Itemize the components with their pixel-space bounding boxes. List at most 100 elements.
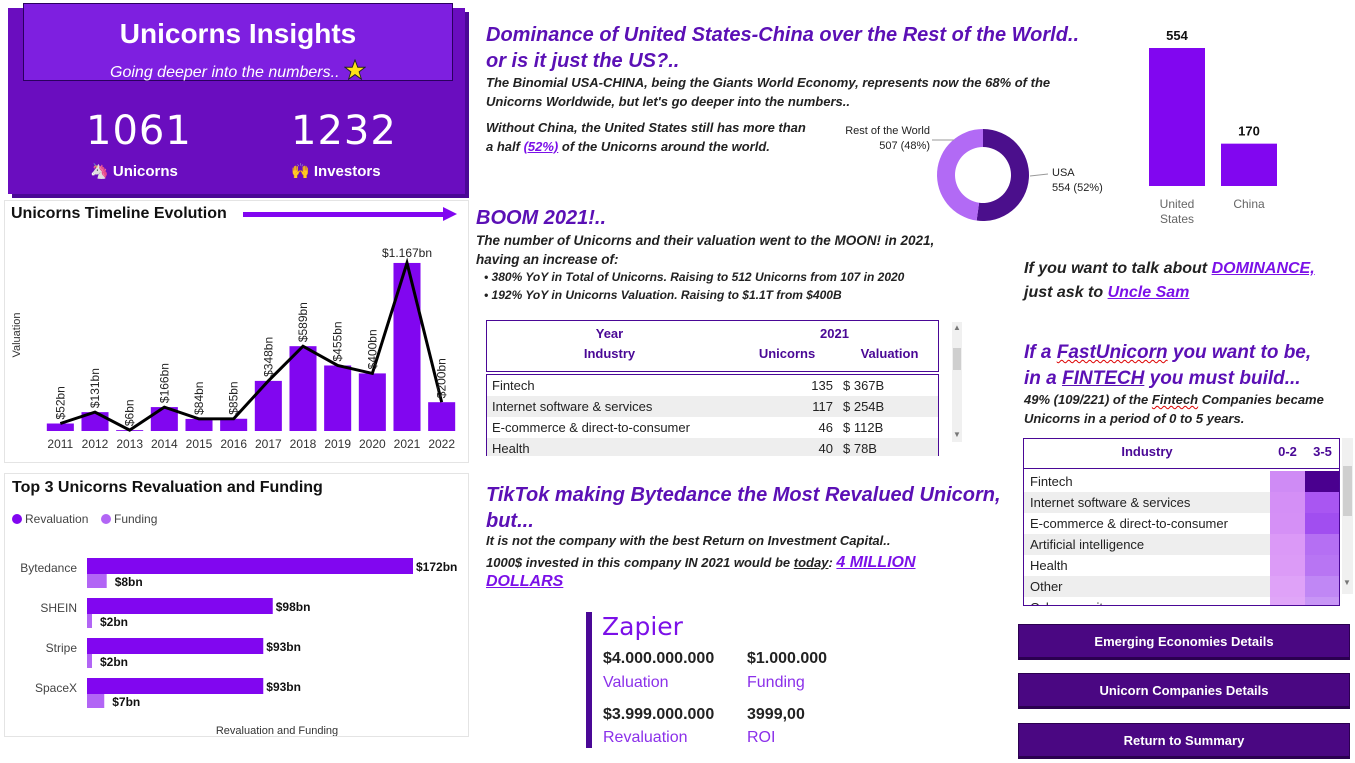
slice-rest-of-world [937,129,983,221]
boom-para: The number of Unicorns and their valuati… [476,233,935,267]
bar-china [1221,143,1277,186]
x-tick-label: 2017 [255,437,282,451]
table-row[interactable]: Fintech [1024,471,1339,492]
scrollbar-thumb[interactable] [953,348,961,370]
dominance-link[interactable]: DOMINANCE, [1211,260,1315,277]
table-row[interactable]: Internet software & services 117 $ 254B [487,396,938,417]
fast-unicorn-word: FastUnicorn [1056,342,1168,363]
data-label: 554 [1166,28,1188,43]
top3-panel: Top 3 Unicorns Revaluation and Funding R… [4,473,469,737]
uncle-sam-link[interactable]: Uncle Sam [1107,284,1190,301]
table-row[interactable]: Artificial intelligence [1024,534,1339,555]
bar-2016 [220,418,248,431]
uncle-sam-text: If you want to talk about DOMINANCE, jus… [1024,257,1354,305]
data-label: $348bn [261,337,275,377]
zapier-roi-value: 3999,00 [747,706,805,723]
chevron-down-icon[interactable]: ▼ [953,430,961,439]
fintech-word: FINTECH [1062,368,1145,389]
us-china-chart: 554 170 United States China [1149,28,1277,226]
return-summary-button[interactable]: Return to Summary [1018,723,1350,757]
data-label: $7bn [112,695,140,709]
bar-revaluation [87,598,273,614]
bar-2020 [358,373,386,431]
table-row[interactable]: Other [1024,576,1339,597]
dominance-heading: Dominance of United States-China over th… [486,24,1080,72]
x-tick-label: 2018 [290,437,317,451]
chevron-up-icon[interactable]: ▲ [953,323,961,332]
data-label: $400bn [365,329,379,369]
table-row[interactable]: Fintech 135 $ 367B [487,375,938,396]
zapier-accent-bar [586,612,592,748]
investors-label-group: 🙌 Investors [291,162,381,180]
investors-label: Investors [313,163,381,180]
data-label: $85bn [227,381,241,414]
bar-funding [87,614,92,628]
unicorn-companies-button[interactable]: Unicorn Companies Details [1018,673,1350,707]
valuation-line [59,257,444,432]
zapier-valuation-label: Valuation [603,674,669,691]
uncle-sam-line2: just ask to [1024,284,1108,301]
header-valuation: Valuation [860,346,919,361]
fintech-word-para: Fintech [1151,392,1199,407]
slice-label-name: Rest of the World [845,125,930,137]
zapier-funding-value: $1.000.000 [747,650,828,667]
page-title: Unicorns Insights [119,18,357,49]
heat-cell-3-5 [1305,576,1339,597]
donut-chart: Rest of the World 507 (48%) USA 554 (52%) [845,125,1103,221]
data-label: $200bn [435,358,449,398]
unicorns-label-group: 🦄 Unicorns [90,162,178,180]
table-row[interactable]: Internet software & services [1024,492,1339,513]
data-label: $2bn [100,655,128,669]
fintech-h2-c: you must build... [1144,368,1301,389]
page-subtitle: Going deeper into the numbers.. [24,58,452,86]
cell-industry: Artificial intelligence [1030,537,1145,552]
fintech-h2-a: in a [1024,368,1063,389]
zapier-valuation-value: $4.000.000.000 [603,650,715,667]
zapier-funding-label: Funding [747,674,805,691]
fintech-matrix: Industry 0-2 3-5 Fintech Internet softwar… [1023,438,1340,606]
fintech-matrix-header: Industry 0-2 3-5 [1024,439,1339,469]
cell-industry: E-commerce & direct-to-consumer [492,420,690,435]
matrix-header-3-5: 3-5 [1313,444,1332,459]
tiktok-colon: : [828,555,837,570]
table-row[interactable]: Health 40 $ 78B [487,438,938,456]
cell-unicorns: 135 [811,378,833,393]
table-row[interactable]: E-commerce & direct-to-consumer 46 $ 112B [487,417,938,438]
four-million-link[interactable]: 4 MILLION DOLLARS [486,554,916,590]
data-label: $8bn [115,575,143,589]
cell-valuation: $ 367B [843,378,885,393]
emerging-economies-button[interactable]: Emerging Economies Details [1018,624,1350,658]
x-tick-label: 2019 [324,437,351,451]
boom-table-scrollbar[interactable]: ▲ ▼ [952,322,962,442]
data-label: $131bn [88,368,102,408]
fintech-para: 49% (109/221) of the Fintech Companies b… [1024,392,1324,426]
data-label: $84bn [192,382,206,415]
boom-bullets: • 380% YoY in Total of Unicorns. Raising… [484,268,984,304]
table-row[interactable]: Health [1024,555,1339,576]
unicorns-count: 1061 [86,108,192,154]
scrollbar-thumb[interactable] [1343,466,1352,516]
bar-2015 [185,418,213,431]
header-industry: Industry [583,346,636,361]
header-card: Unicorns Insights Going deeper into the … [8,3,465,194]
slice-label-value: 554 (52%) [1052,182,1103,194]
x-tick-label: 2013 [116,437,143,451]
bar-2019 [324,365,352,431]
fintech-h1-a: If a [1024,342,1057,363]
heat-cell-0-2 [1270,492,1305,513]
table-row[interactable]: E-commerce & direct-to-consumer [1024,513,1339,534]
investors-count: 1232 [291,108,397,154]
unicorn-icon: 🦄 [90,163,109,180]
fintech-scrollbar[interactable]: ▼ [1342,438,1353,594]
percent-52-link[interactable]: (52%) [523,139,559,154]
table-row[interactable]: Cybersecurity [1024,597,1339,605]
heat-cell-3-5 [1305,492,1339,513]
boom-heading: BOOM 2021!.. [476,207,607,229]
chevron-down-icon[interactable]: ▼ [1343,578,1351,587]
bar-united-states [1149,48,1205,186]
investors-icon: 🙌 [291,163,310,180]
data-label: $2bn [100,615,128,629]
bar-funding [87,574,107,588]
top3-title: Top 3 Unicorns Revaluation and Funding [12,479,323,496]
top3-chart: Revaluation Funding Bytedance $172bn $8bn SHE… [12,512,457,736]
